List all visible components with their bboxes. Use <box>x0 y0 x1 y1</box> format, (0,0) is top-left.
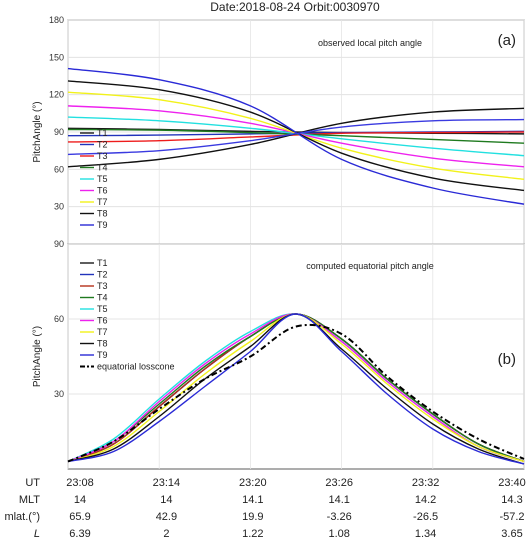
legend-entry: T7 <box>97 197 108 207</box>
y-tick-label: 60 <box>54 314 64 324</box>
legend-entry: T9 <box>97 220 108 230</box>
legend-entry: T5 <box>97 304 108 314</box>
figure-title: Date:2018-08-24 Orbit:0030970 <box>210 0 380 14</box>
y-tick-label: 30 <box>54 389 64 399</box>
series-line-t3 <box>67 131 525 143</box>
table-cell: 42.9 <box>156 511 177 523</box>
plot-frame <box>67 243 525 470</box>
table-cell: 3.65 <box>501 528 522 540</box>
panel-tag: (a) <box>498 32 516 49</box>
table-cell: 23:14 <box>153 477 181 489</box>
legend-entry: T4 <box>97 293 108 303</box>
legend-entry: T9 <box>97 350 108 360</box>
table-cell: 14.1 <box>242 494 263 506</box>
legend-entry: T1 <box>97 258 108 268</box>
table-row-label: mlat.(°) <box>4 511 40 523</box>
y-axis-label: PitchAngle (°) <box>32 101 43 162</box>
table-row-label: L <box>34 528 40 540</box>
y-tick-label: 90 <box>54 239 64 249</box>
table-cell: 23:20 <box>239 477 267 489</box>
legend-entry: T8 <box>97 339 108 349</box>
table-cell: 14.2 <box>415 494 436 506</box>
table-cell: 19.9 <box>242 511 263 523</box>
legend-entry: T2 <box>97 270 108 280</box>
legend-entry: T2 <box>97 140 108 150</box>
table-cell: 1.22 <box>242 528 263 540</box>
legend-entry: T8 <box>97 209 108 219</box>
table-cell: 23:32 <box>412 477 440 489</box>
y-tick-label: 30 <box>54 202 64 212</box>
table-cell: -26.5 <box>413 511 438 523</box>
table-cell: 14.1 <box>328 494 349 506</box>
series-line-unnamed-10 <box>67 118 525 156</box>
legend-entry: T7 <box>97 327 108 337</box>
panel-annotation: computed equatorial pitch angle <box>306 261 434 271</box>
x-axis-table: UT 23:08 23:14 23:20 23:26 23:32 23:40 MLT 14 14 1… <box>4 477 525 540</box>
legend-entry: T5 <box>97 174 108 184</box>
panel-tag: (b) <box>498 351 516 368</box>
panel-annotation: observed local pitch angle <box>318 38 422 48</box>
table-row-label: MLT <box>19 494 40 506</box>
table-cell: 14.3 <box>501 494 522 506</box>
table-cell: -3.26 <box>327 511 352 523</box>
legend-entry: T4 <box>97 163 108 173</box>
legend-entry: T6 <box>97 186 108 196</box>
table-cell: 23:26 <box>325 477 353 489</box>
y-tick-label: 90 <box>54 127 64 137</box>
table-cell: 6.39 <box>69 528 90 540</box>
series-line-t9 <box>67 67 525 205</box>
series-line-t9 <box>67 313 525 465</box>
table-cell: 65.9 <box>69 511 90 523</box>
y-tick-label: 180 <box>49 15 64 25</box>
legend-entry: equatorial losscone <box>97 362 175 372</box>
y-tick-label: 60 <box>54 164 64 174</box>
table-cell: 2 <box>163 528 169 540</box>
legend-entry: T3 <box>97 281 108 291</box>
table-cell: 14 <box>160 494 172 506</box>
y-tick-label: 120 <box>49 90 64 100</box>
y-axis-label: PitchAngle (°) <box>32 326 43 387</box>
legend-entry: T6 <box>97 316 108 326</box>
table-cell: -57.2 <box>499 511 524 523</box>
table-cell: 1.34 <box>415 528 436 540</box>
table-cell: 23:40 <box>498 477 526 489</box>
series-line-equatorial-losscone <box>67 323 525 463</box>
panel-a: 30 60 90 120 150 180 PitchAngle (°) observed lo… <box>32 15 525 245</box>
y-tick-label: 150 <box>49 52 64 62</box>
table-cell: 1.08 <box>328 528 349 540</box>
table-cell: 14 <box>74 494 86 506</box>
legend-entry: T3 <box>97 151 108 161</box>
table-row-label: UT <box>25 477 40 489</box>
panel-b: 30 60 90 PitchAngle (°) computed equatorial … <box>32 239 525 470</box>
legend-entry: T1 <box>97 128 108 138</box>
table-cell: 23:08 <box>66 477 94 489</box>
